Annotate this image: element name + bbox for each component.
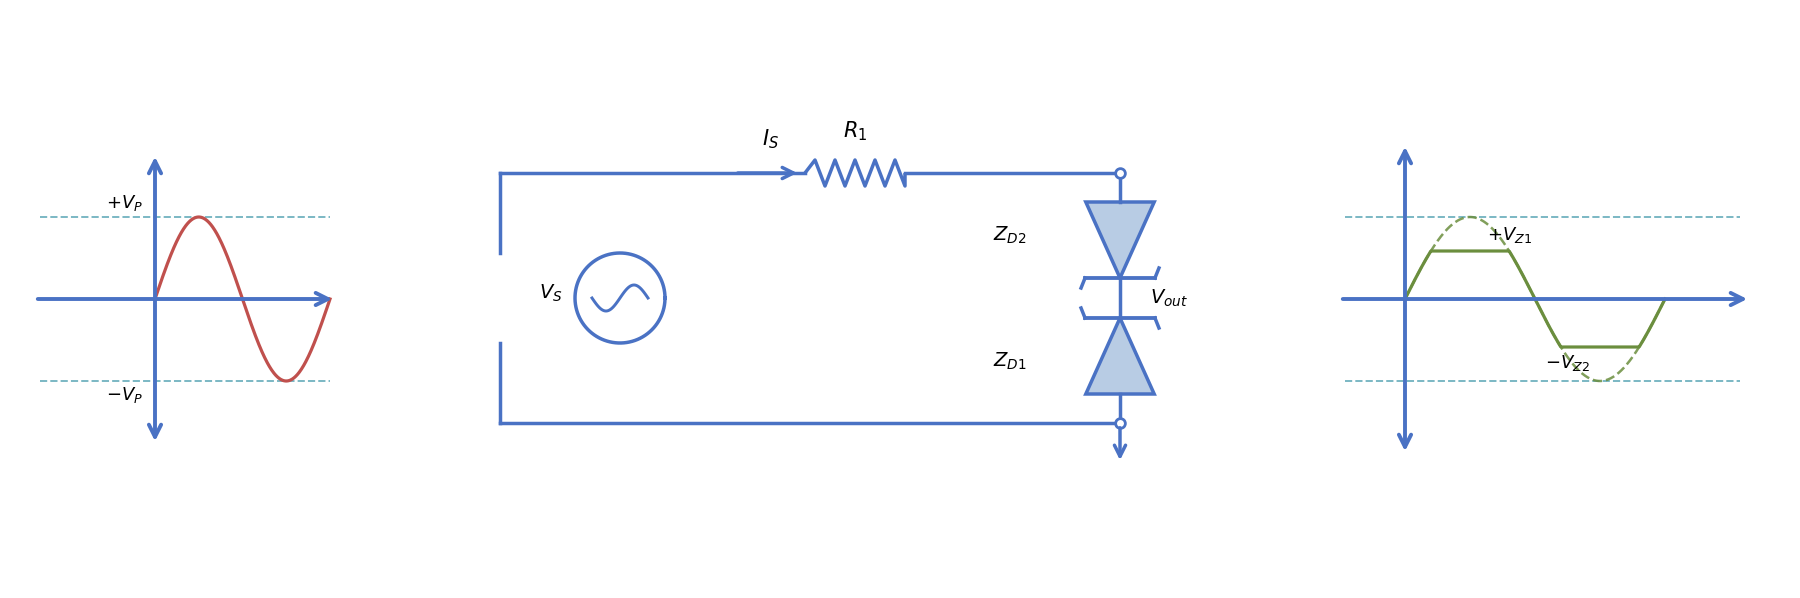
Text: $Z_{D2}$: $Z_{D2}$ <box>994 224 1028 246</box>
Text: $V_S$: $V_S$ <box>540 282 563 304</box>
Text: $I_S$: $I_S$ <box>761 127 778 151</box>
Text: $V_{out}$: $V_{out}$ <box>1150 288 1188 309</box>
Text: $-V_{Z2}$: $-V_{Z2}$ <box>1544 353 1589 373</box>
Text: $+V_P$: $+V_P$ <box>106 193 142 213</box>
Text: $Z_{D1}$: $Z_{D1}$ <box>994 350 1028 371</box>
Text: $+V_{Z1}$: $+V_{Z1}$ <box>1487 225 1532 245</box>
Text: $-V_P$: $-V_P$ <box>106 385 142 405</box>
Text: $R_1$: $R_1$ <box>842 120 868 143</box>
Polygon shape <box>1085 202 1154 278</box>
Polygon shape <box>1085 318 1154 394</box>
